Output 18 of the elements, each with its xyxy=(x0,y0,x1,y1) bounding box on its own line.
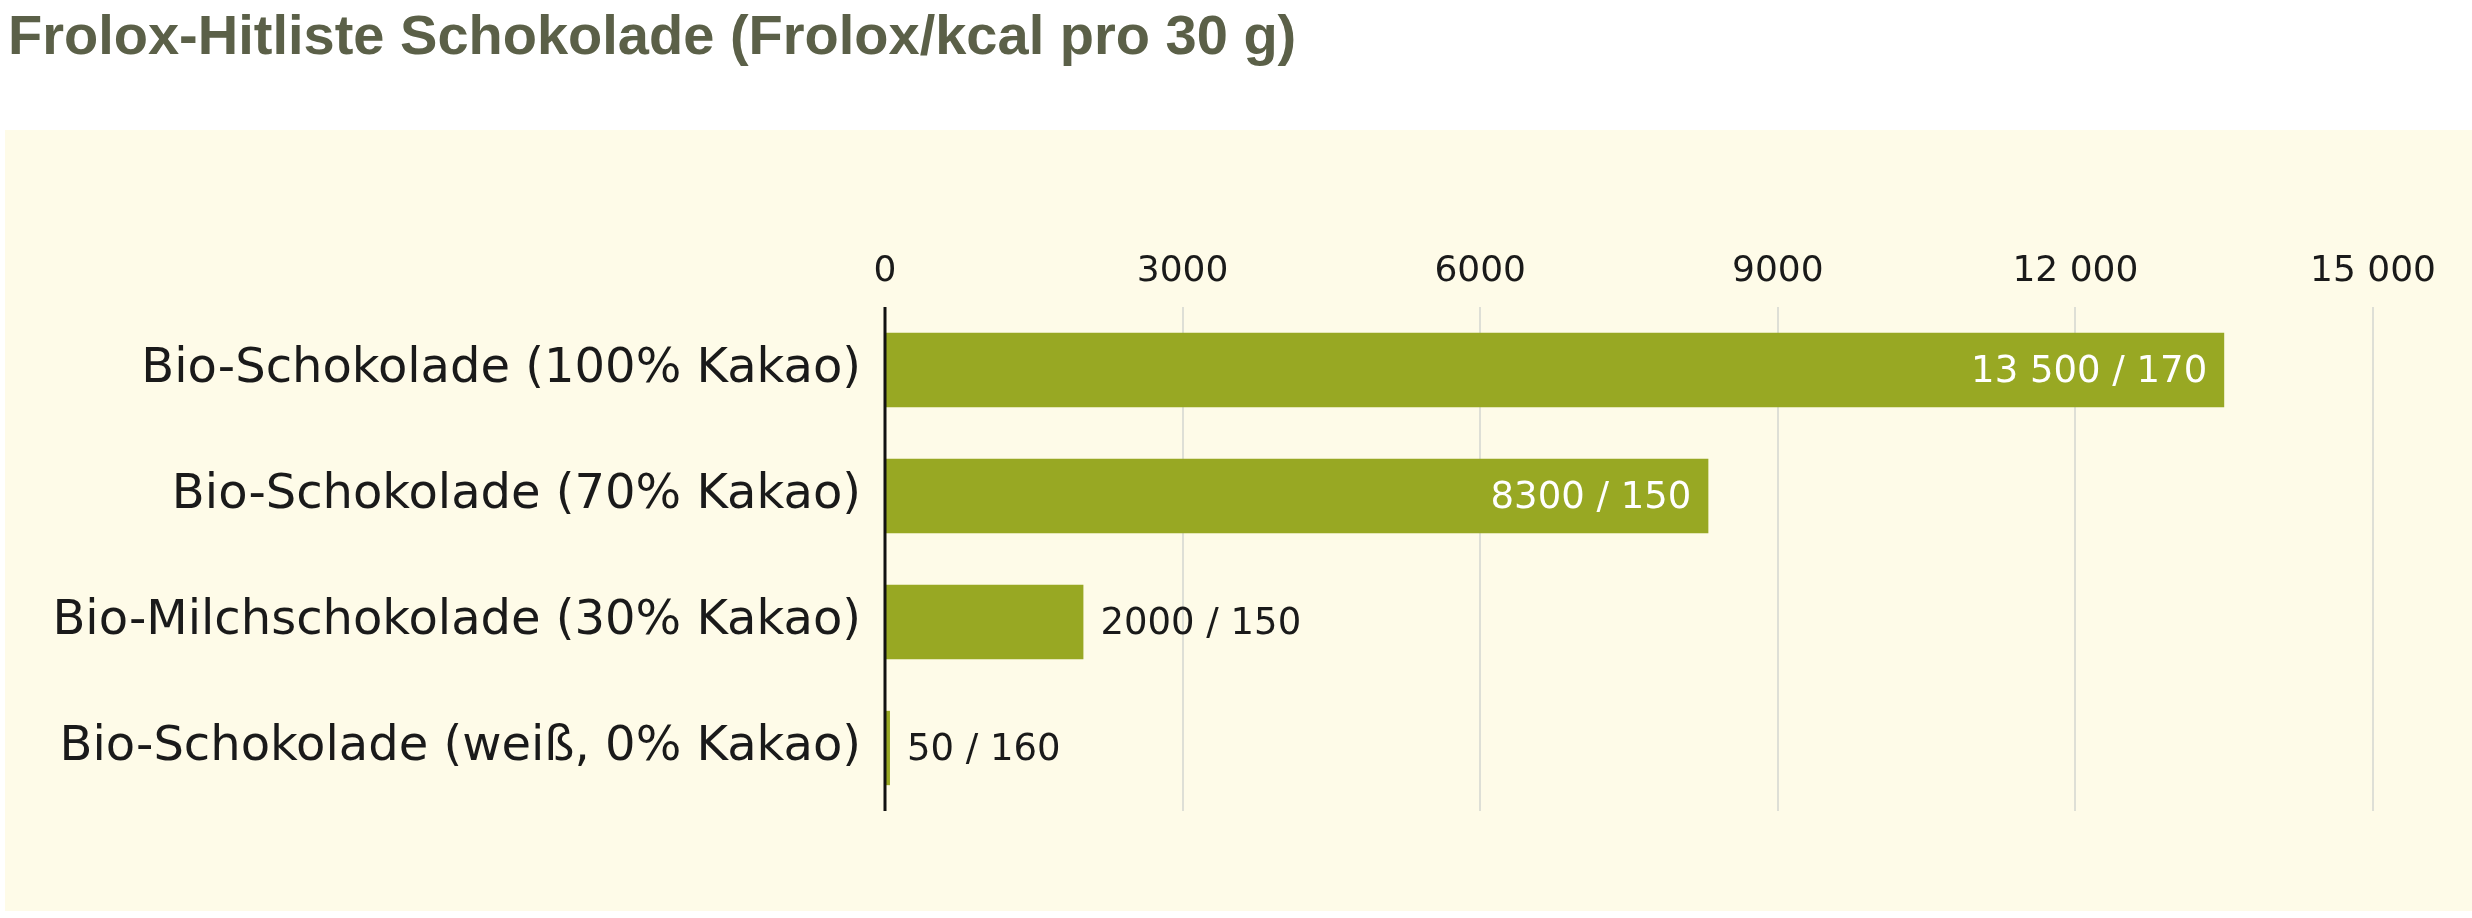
bar xyxy=(886,584,1084,660)
x-tick-label: 3000 xyxy=(1136,247,1229,289)
chart-title: Frolox-Hitliste Schokolade (Frolox/kcal pro 30 g) xyxy=(8,2,1297,68)
x-tick-label: 9000 xyxy=(1731,247,1824,289)
y-tick-label: Bio-Schokolade (100% Kakao) xyxy=(141,337,861,394)
x-tick-label: 6000 xyxy=(1434,247,1527,289)
y-tick-label: Bio-Milchschokolade (30% Kakao) xyxy=(52,589,861,646)
bar xyxy=(886,332,2225,408)
y-tick-label: Bio-Schokolade (weiß, 0% Kakao) xyxy=(59,715,861,772)
x-tick-label: 0 xyxy=(873,247,897,289)
data-label: 2000 / 150 xyxy=(1100,599,1302,643)
x-tick-label: 12 000 xyxy=(2012,247,2139,289)
data-label: 8300 / 150 xyxy=(1490,473,1692,517)
data-label: 13 500 / 170 xyxy=(1971,347,2208,391)
data-label: 50 / 160 xyxy=(906,725,1061,769)
bar xyxy=(886,458,1709,534)
y-tick-label: Bio-Schokolade (70% Kakao) xyxy=(171,463,861,520)
x-tick-label: 15 000 xyxy=(2310,247,2436,289)
